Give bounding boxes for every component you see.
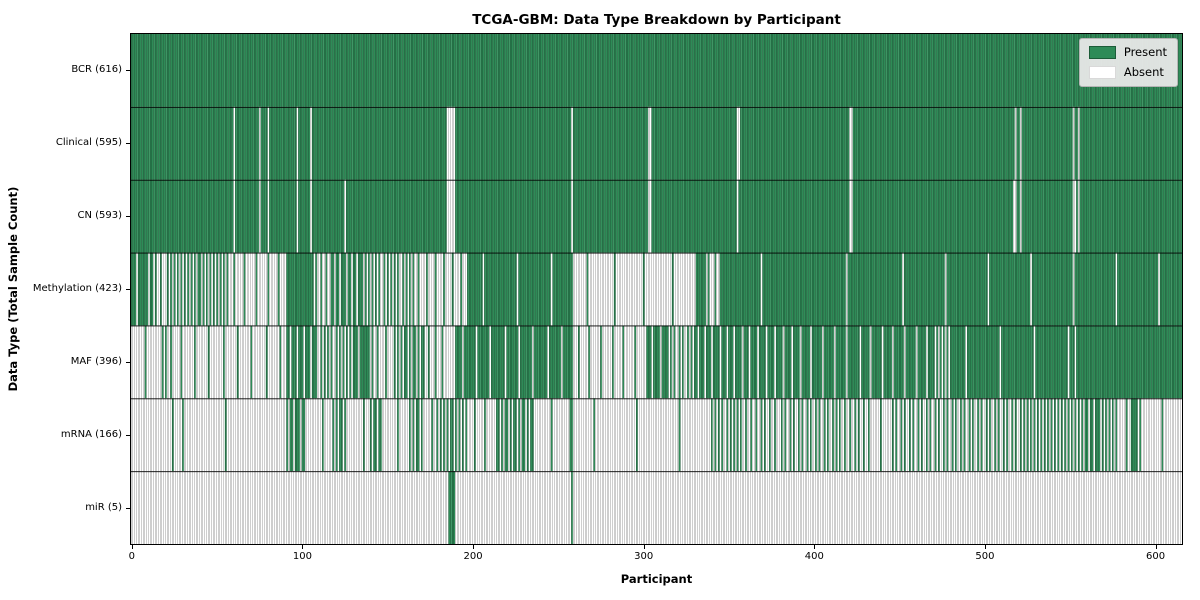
- x-tick-mark: [1155, 545, 1157, 549]
- x-tick-mark: [643, 545, 645, 549]
- y-tick-label: MAF (396): [70, 355, 122, 367]
- y-tick-label: Clinical (595): [55, 137, 122, 149]
- x-tick-label: 600: [1146, 551, 1166, 562]
- x-tick-mark: [984, 545, 986, 549]
- x-tick-label: 200: [463, 551, 483, 562]
- legend-item-absent: Absent: [1088, 65, 1167, 79]
- y-tick-label: CN (593): [77, 210, 122, 222]
- legend-item-present: Present: [1088, 45, 1167, 59]
- heatmap-canvas: [131, 34, 1182, 544]
- y-tick-label: BCR (616): [71, 64, 122, 76]
- x-tick-mark: [814, 545, 816, 549]
- y-tick-mark: [126, 289, 130, 290]
- y-tick-label: Methylation (423): [32, 283, 122, 294]
- legend-label-absent: Absent: [1123, 65, 1164, 79]
- chart-title: TCGA-GBM: Data Type Breakdown by Partici…: [472, 12, 841, 28]
- y-tick-label: mRNA (166): [60, 428, 122, 440]
- x-tick-label: 300: [634, 551, 654, 562]
- x-tick-label: 400: [804, 551, 824, 562]
- x-tick-mark: [473, 545, 475, 549]
- present-swatch-icon: [1088, 46, 1116, 59]
- x-tick-mark: [131, 545, 133, 549]
- x-tick-label: 0: [128, 551, 136, 562]
- plot-area: Present Absent: [130, 33, 1183, 545]
- x-tick-mark: [302, 545, 304, 549]
- y-tick-mark: [126, 70, 130, 72]
- y-tick-mark: [126, 507, 130, 509]
- y-tick-mark: [126, 434, 130, 436]
- y-tick-label: miR (5): [85, 501, 122, 513]
- legend-label-present: Present: [1123, 45, 1167, 59]
- x-tick-label: 100: [292, 551, 313, 562]
- absent-swatch-icon: [1088, 66, 1116, 79]
- x-axis-label: Participant: [620, 572, 693, 586]
- legend: Present Absent: [1078, 38, 1178, 87]
- y-tick-mark: [126, 216, 130, 218]
- y-tick-mark: [126, 143, 130, 145]
- x-tick-label: 500: [975, 551, 995, 562]
- y-tick-mark: [126, 361, 130, 363]
